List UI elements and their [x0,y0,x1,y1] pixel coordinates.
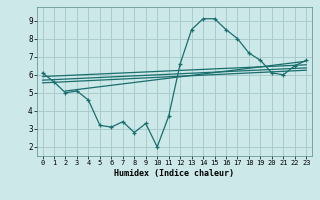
X-axis label: Humidex (Indice chaleur): Humidex (Indice chaleur) [115,169,234,178]
